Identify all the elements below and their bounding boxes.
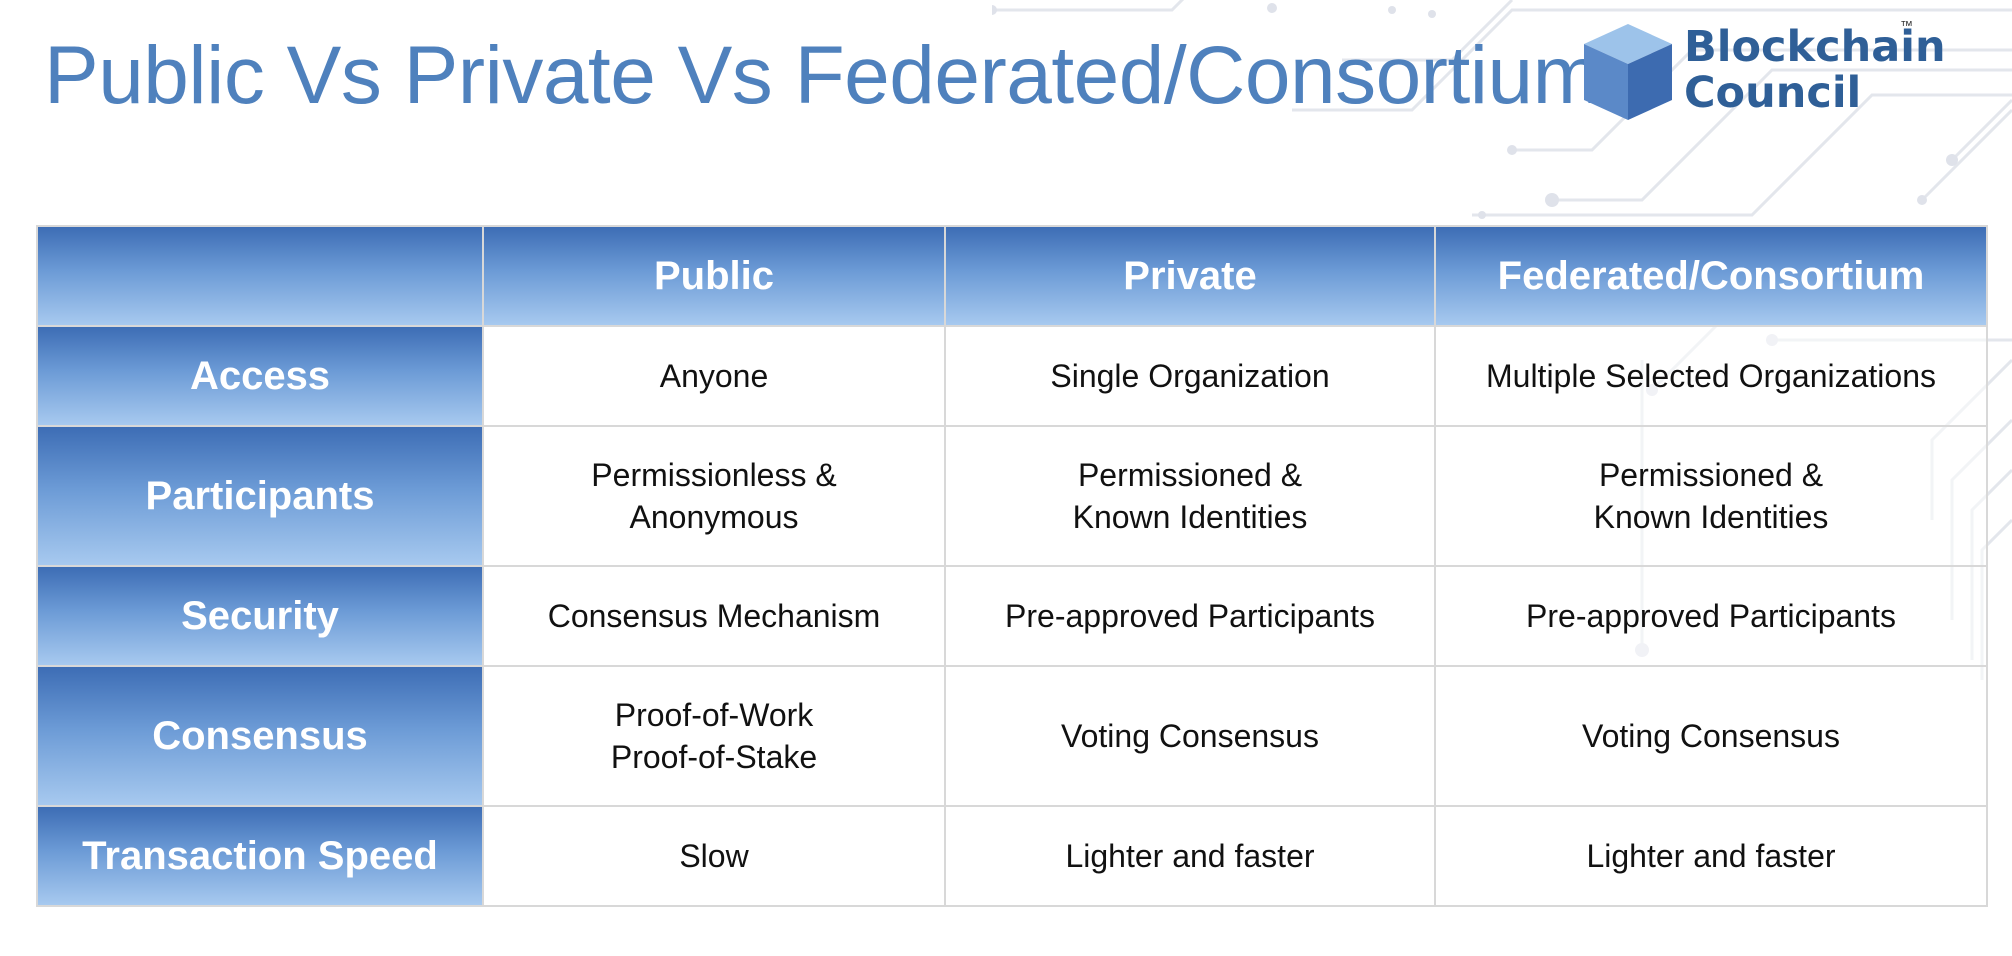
table-cell: Permissioned & Known Identities (1434, 425, 1988, 567)
cell-text: Voting Consensus (1061, 718, 1319, 754)
table-row: Consensus Proof-of-Work Proof-of-Stake V… (36, 665, 1988, 807)
table-row: Participants Permissionless & Anonymous … (36, 425, 1988, 567)
cell-text: Lighter and faster (1586, 838, 1836, 874)
table-cell: Pre-approved Participants (944, 565, 1436, 667)
table-cell: Lighter and faster (944, 805, 1436, 907)
blockchain-council-logo: Blockchain Council ™ (1582, 18, 1946, 124)
table-cell: Slow (482, 805, 946, 907)
cube-logo-icon (1584, 24, 1672, 120)
column-header-public: Public (482, 225, 946, 327)
column-header-federated: Federated/Consortium (1434, 225, 1988, 327)
cell-text: Pre-approved Participants (1526, 598, 1896, 634)
table-row: Security Consensus Mechanism Pre-approve… (36, 565, 1988, 667)
logo-wordmark: Blockchain Council (1684, 24, 1946, 116)
logo-line-2: Council (1684, 68, 1862, 118)
table-cell: Anyone (482, 325, 946, 427)
table-cell: Voting Consensus (1434, 665, 1988, 807)
table-cell: Pre-approved Participants (1434, 565, 1988, 667)
column-header-private: Private (944, 225, 1436, 327)
cell-text: Anonymous (629, 499, 799, 535)
table-row: Access Anyone Single Organization Multip… (36, 325, 1988, 427)
table-cell: Permissionless & Anonymous (482, 425, 946, 567)
table-cell: Consensus Mechanism (482, 565, 946, 667)
cell-text: Single Organization (1050, 358, 1330, 394)
cell-text: Anyone (659, 358, 769, 394)
row-header-consensus: Consensus (36, 665, 484, 807)
cell-text: Proof-of-Stake (610, 739, 818, 775)
cell-text: Voting Consensus (1582, 718, 1840, 754)
cell-text: Slow (679, 838, 749, 874)
table-cell: Voting Consensus (944, 665, 1436, 807)
table-row: Transaction Speed Slow Lighter and faste… (36, 805, 1988, 907)
row-header-access: Access (36, 325, 484, 427)
corner-header-cell (36, 225, 484, 327)
header-row: Public Private Federated/Consortium (36, 225, 1988, 327)
cell-text: Proof-of-Work (614, 697, 814, 733)
table-cell: Single Organization (944, 325, 1436, 427)
cell-text: Lighter and faster (1065, 838, 1315, 874)
table-cell: Lighter and faster (1434, 805, 1988, 907)
cell-text: Permissioned & (1598, 457, 1824, 493)
logo-line-1: Blockchain (1684, 22, 1946, 72)
row-header-security: Security (36, 565, 484, 667)
table-cell: Proof-of-Work Proof-of-Stake (482, 665, 946, 807)
slide-title: Public Vs Private Vs Federated/Consortiu… (44, 30, 1601, 121)
table-cell: Multiple Selected Organizations (1434, 325, 1988, 427)
cell-text: Permissioned & (1077, 457, 1303, 493)
cell-text: Known Identities (1072, 499, 1308, 535)
cell-text: Multiple Selected Organizations (1485, 358, 1936, 394)
cell-text: Consensus Mechanism (547, 598, 881, 634)
cell-text: Permissionless & (591, 457, 837, 493)
cell-text: Known Identities (1593, 499, 1829, 535)
row-header-participants: Participants (36, 425, 484, 567)
table-cell: Permissioned & Known Identities (944, 425, 1436, 567)
row-header-transaction-speed: Transaction Speed (36, 805, 484, 907)
cell-text: Pre-approved Participants (1005, 598, 1375, 634)
trademark-symbol: ™ (1900, 18, 1913, 33)
comparison-table: Public Private Federated/Consortium Acce… (36, 225, 1988, 907)
